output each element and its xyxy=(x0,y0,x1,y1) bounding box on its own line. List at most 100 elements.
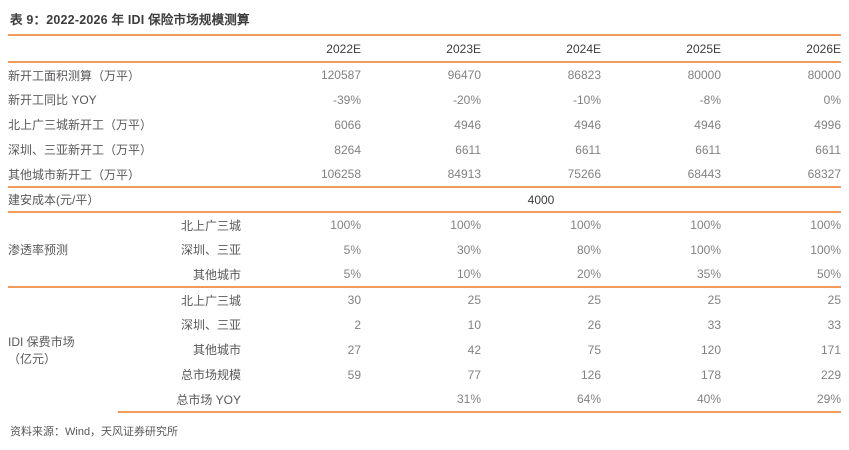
value-cell: 120 xyxy=(700,342,721,357)
table-row: 深圳、三亚 2 10 26 33 33 xyxy=(8,312,841,337)
construction-cost-row: 建安成本(元/平） 4000 xyxy=(8,186,841,212)
value-cell: 33 xyxy=(827,317,841,332)
sub-label: 北上广三城 xyxy=(118,286,241,312)
value-cell: 120587 xyxy=(241,61,361,87)
year-header-row: 2022E 2023E 2024E 2025E 2026E xyxy=(8,34,841,62)
value-cell: -10% xyxy=(572,92,601,107)
row-label: 其他城市新开工（万平） xyxy=(8,167,141,182)
value-cell: 4996 xyxy=(814,117,841,132)
value-cell: 4946 xyxy=(694,117,721,132)
value-cell: -20% xyxy=(452,92,481,107)
value-cell: 25 xyxy=(481,286,601,312)
value-cell: 5% xyxy=(343,267,361,281)
value-cell: 4946 xyxy=(574,117,601,132)
value-cell: 80000 xyxy=(601,61,721,87)
source-note: 资料来源：Wind，天风证券研究所 xyxy=(10,426,179,438)
value-cell: 30 xyxy=(241,286,361,312)
value-cell: 126 xyxy=(580,367,601,382)
value-cell: 10 xyxy=(467,317,481,332)
value-cell: 27 xyxy=(347,342,361,357)
value-cell: 42 xyxy=(467,342,481,357)
value-cell: 229 xyxy=(820,367,841,382)
value-cell: 6611 xyxy=(455,142,481,157)
value-cell: 6066 xyxy=(334,117,361,132)
table-row: 总市场规模 59 77 126 178 229 xyxy=(8,362,841,387)
table-row: 北上广三城新开工（万平） 6066 4946 4946 4946 4996 xyxy=(8,112,841,137)
sub-label: 总市场 YOY xyxy=(118,387,241,413)
row-label: 建安成本(元/平） xyxy=(8,186,241,212)
sub-label: 深圳、三亚 xyxy=(180,243,241,257)
value-cell: 100% xyxy=(721,211,841,237)
value-cell: 25 xyxy=(601,286,721,312)
year-header: 2024E xyxy=(481,34,601,62)
value-cell: 0% xyxy=(823,92,841,107)
table-row: IDI 保费市场 （亿元） 北上广三城 30 25 25 25 25 xyxy=(8,286,841,412)
sub-label: 北上广三城 xyxy=(118,211,241,237)
value-cell: 26 xyxy=(587,317,601,332)
value-cell: 84913 xyxy=(447,167,481,181)
year-header: 2022E xyxy=(241,34,361,62)
row-label: 新开工面积测算（万平） xyxy=(8,61,241,87)
value-cell: 100% xyxy=(361,211,481,237)
value-cell: 59 xyxy=(347,367,361,382)
value-cell: 6611 xyxy=(695,142,721,157)
value-cell: 106258 xyxy=(320,167,361,181)
value-cell: 31% xyxy=(361,387,481,413)
value-cell: 75266 xyxy=(567,167,601,181)
table-row: 深圳、三亚 5% 30% 80% 100% 100% xyxy=(8,237,841,262)
idi-market-table: 2022E 2023E 2024E 2025E 2026E 新开工面积测算（万平… xyxy=(8,34,841,413)
value-cell: 40% xyxy=(601,387,721,413)
value-cell: 8264 xyxy=(334,142,361,157)
table-row: 其他城市 27 42 75 120 171 xyxy=(8,337,841,362)
sub-label: 其他城市 xyxy=(192,343,241,357)
sub-label: 其他城市 xyxy=(192,267,241,282)
value-cell: 75 xyxy=(587,342,601,357)
year-header: 2023E xyxy=(361,34,481,62)
premium-group-label-line2: （亿元） xyxy=(8,352,57,366)
year-header: 2026E xyxy=(721,34,841,62)
row-label: 深圳、三亚新开工（万平） xyxy=(8,143,153,157)
sub-label: 总市场规模 xyxy=(180,368,241,382)
value-cell: 29% xyxy=(721,387,841,413)
value-cell: 68443 xyxy=(687,167,721,181)
value-cell: 6611 xyxy=(575,142,601,157)
value-cell: 100% xyxy=(241,211,361,237)
table-row: 深圳、三亚新开工（万平） 8264 6611 6611 6611 6611 xyxy=(8,137,841,162)
sub-label: 深圳、三亚 xyxy=(180,318,241,332)
table-row: 其他城市新开工（万平） 106258 84913 75266 68443 683… xyxy=(8,162,841,187)
value-cell: 5% xyxy=(343,242,361,257)
value-cell: 30% xyxy=(456,242,481,257)
year-header: 2025E xyxy=(601,34,721,62)
value-cell: 100% xyxy=(810,242,841,257)
value-cell: 20% xyxy=(576,267,601,281)
table-title: 表 9：2022-2026 年 IDI 保险市场规模测算 xyxy=(10,13,250,27)
value-cell: 50% xyxy=(816,267,841,281)
value-cell: -8% xyxy=(699,92,721,107)
value-cell: 35% xyxy=(696,267,721,281)
row-label: 北上广三城新开工（万平） xyxy=(8,118,153,132)
value-cell: 100% xyxy=(690,242,721,257)
table-row: 其他城市 5% 10% 20% 35% 50% xyxy=(8,262,841,287)
value-cell: 25 xyxy=(361,286,481,312)
value-cell: 80000 xyxy=(721,61,841,87)
value-cell: 100% xyxy=(601,211,721,237)
value-cell: 100% xyxy=(481,211,601,237)
value-cell: 2 xyxy=(354,317,361,332)
value-cell: 178 xyxy=(700,367,721,382)
value-cell: 4946 xyxy=(454,117,481,132)
table-row: 新开工面积测算（万平） 120587 96470 86823 80000 800… xyxy=(8,61,841,87)
value-cell: 25 xyxy=(721,286,841,312)
value-cell: -39% xyxy=(332,92,361,107)
value-cell: 77 xyxy=(467,367,481,382)
row-label: 新开工同比 YOY xyxy=(8,93,97,107)
table-row: 渗透率预测 北上广三城 100% 100% 100% 100% 100% xyxy=(8,211,841,287)
value-cell: 33 xyxy=(707,317,721,332)
premium-group-label-line1: IDI 保费市场 xyxy=(8,335,75,349)
value-cell: 6611 xyxy=(815,142,841,157)
value-cell: 64% xyxy=(481,387,601,413)
construction-cost-value: 4000 xyxy=(241,186,841,212)
value-cell xyxy=(241,387,361,413)
value-cell: 80% xyxy=(576,242,601,257)
value-cell: 68327 xyxy=(807,167,841,181)
